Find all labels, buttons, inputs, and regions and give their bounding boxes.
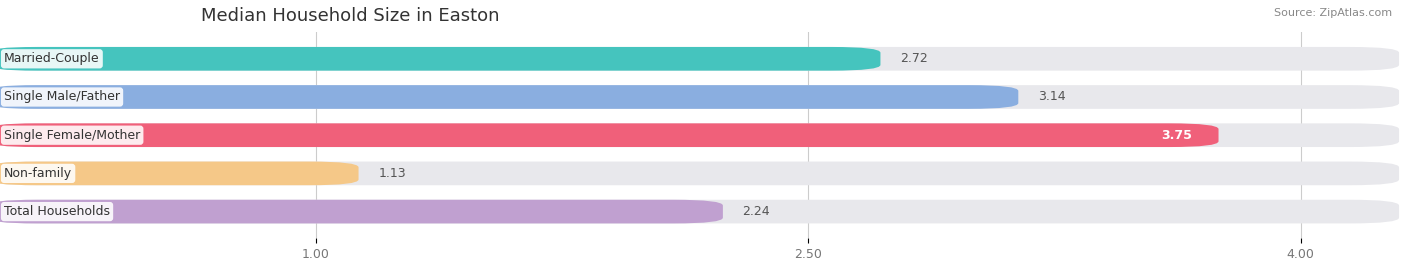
FancyBboxPatch shape — [0, 123, 1399, 147]
Text: Single Female/Mother: Single Female/Mother — [4, 129, 141, 142]
FancyBboxPatch shape — [0, 200, 1399, 224]
Text: Total Households: Total Households — [4, 205, 110, 218]
FancyBboxPatch shape — [0, 85, 1018, 109]
FancyBboxPatch shape — [0, 85, 1399, 109]
Text: 3.75: 3.75 — [1161, 129, 1192, 142]
Text: Non-family: Non-family — [4, 167, 72, 180]
Text: 3.14: 3.14 — [1038, 91, 1066, 103]
FancyBboxPatch shape — [0, 162, 1399, 185]
Text: 2.24: 2.24 — [742, 205, 770, 218]
Text: Median Household Size in Easton: Median Household Size in Easton — [201, 7, 499, 25]
FancyBboxPatch shape — [0, 162, 359, 185]
Text: Married-Couple: Married-Couple — [4, 52, 100, 65]
FancyBboxPatch shape — [0, 123, 1219, 147]
FancyBboxPatch shape — [0, 200, 723, 224]
Text: Source: ZipAtlas.com: Source: ZipAtlas.com — [1274, 8, 1392, 18]
Text: 1.13: 1.13 — [378, 167, 406, 180]
Text: Single Male/Father: Single Male/Father — [4, 91, 120, 103]
Text: 2.72: 2.72 — [900, 52, 928, 65]
FancyBboxPatch shape — [0, 47, 1399, 71]
FancyBboxPatch shape — [0, 47, 880, 71]
